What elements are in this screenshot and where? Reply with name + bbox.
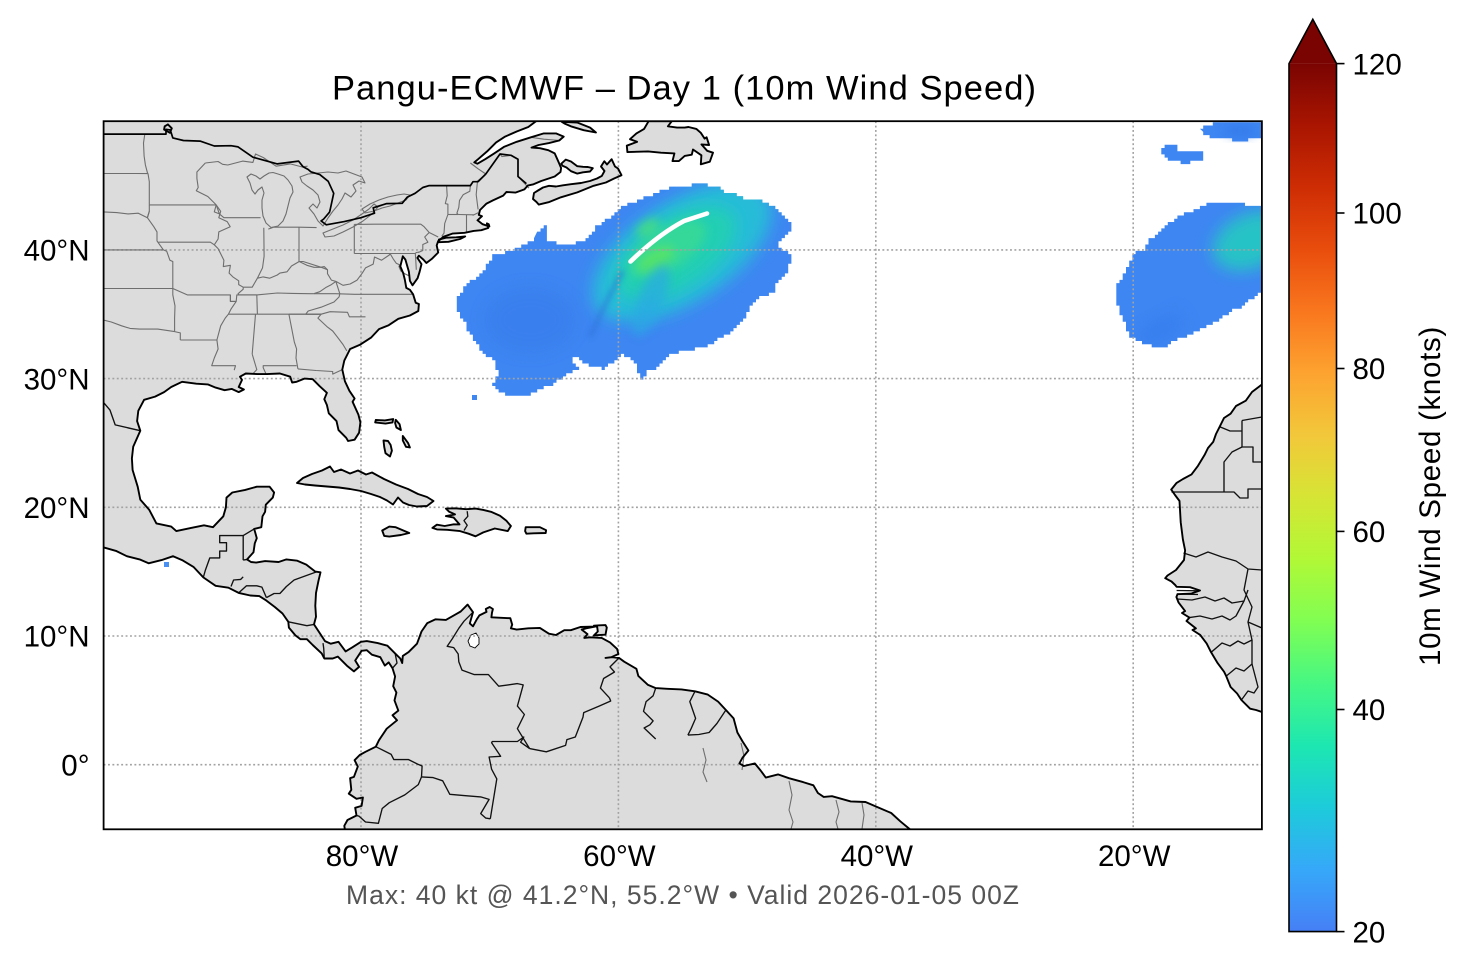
svg-text:80: 80 [1353,353,1386,386]
svg-text:10°N: 10°N [24,621,90,654]
svg-text:100: 100 [1353,198,1402,231]
svg-text:Max: 40 kt @ 41.2°N, 55.2°W •: Max: 40 kt @ 41.2°N, 55.2°W • Valid 2026… [346,880,1020,910]
svg-text:40: 40 [1353,694,1386,727]
svg-text:40°N: 40°N [24,235,90,268]
svg-text:30°N: 30°N [24,363,90,396]
svg-text:60°W: 60°W [583,840,656,873]
svg-text:10m Wind Speed (knots): 10m Wind Speed (knots) [1414,326,1447,666]
svg-text:0°: 0° [61,749,89,782]
svg-text:80°W: 80°W [326,840,399,873]
svg-text:120: 120 [1353,48,1402,81]
svg-text:60: 60 [1353,516,1386,549]
svg-text:20°W: 20°W [1098,840,1171,873]
svg-text:20°N: 20°N [24,492,90,525]
svg-text:20: 20 [1353,916,1386,949]
svg-text:40°W: 40°W [841,840,914,873]
svg-text:Pangu-ECMWF – Day 1 (10m Wind: Pangu-ECMWF – Day 1 (10m Wind Speed) [332,70,1037,108]
